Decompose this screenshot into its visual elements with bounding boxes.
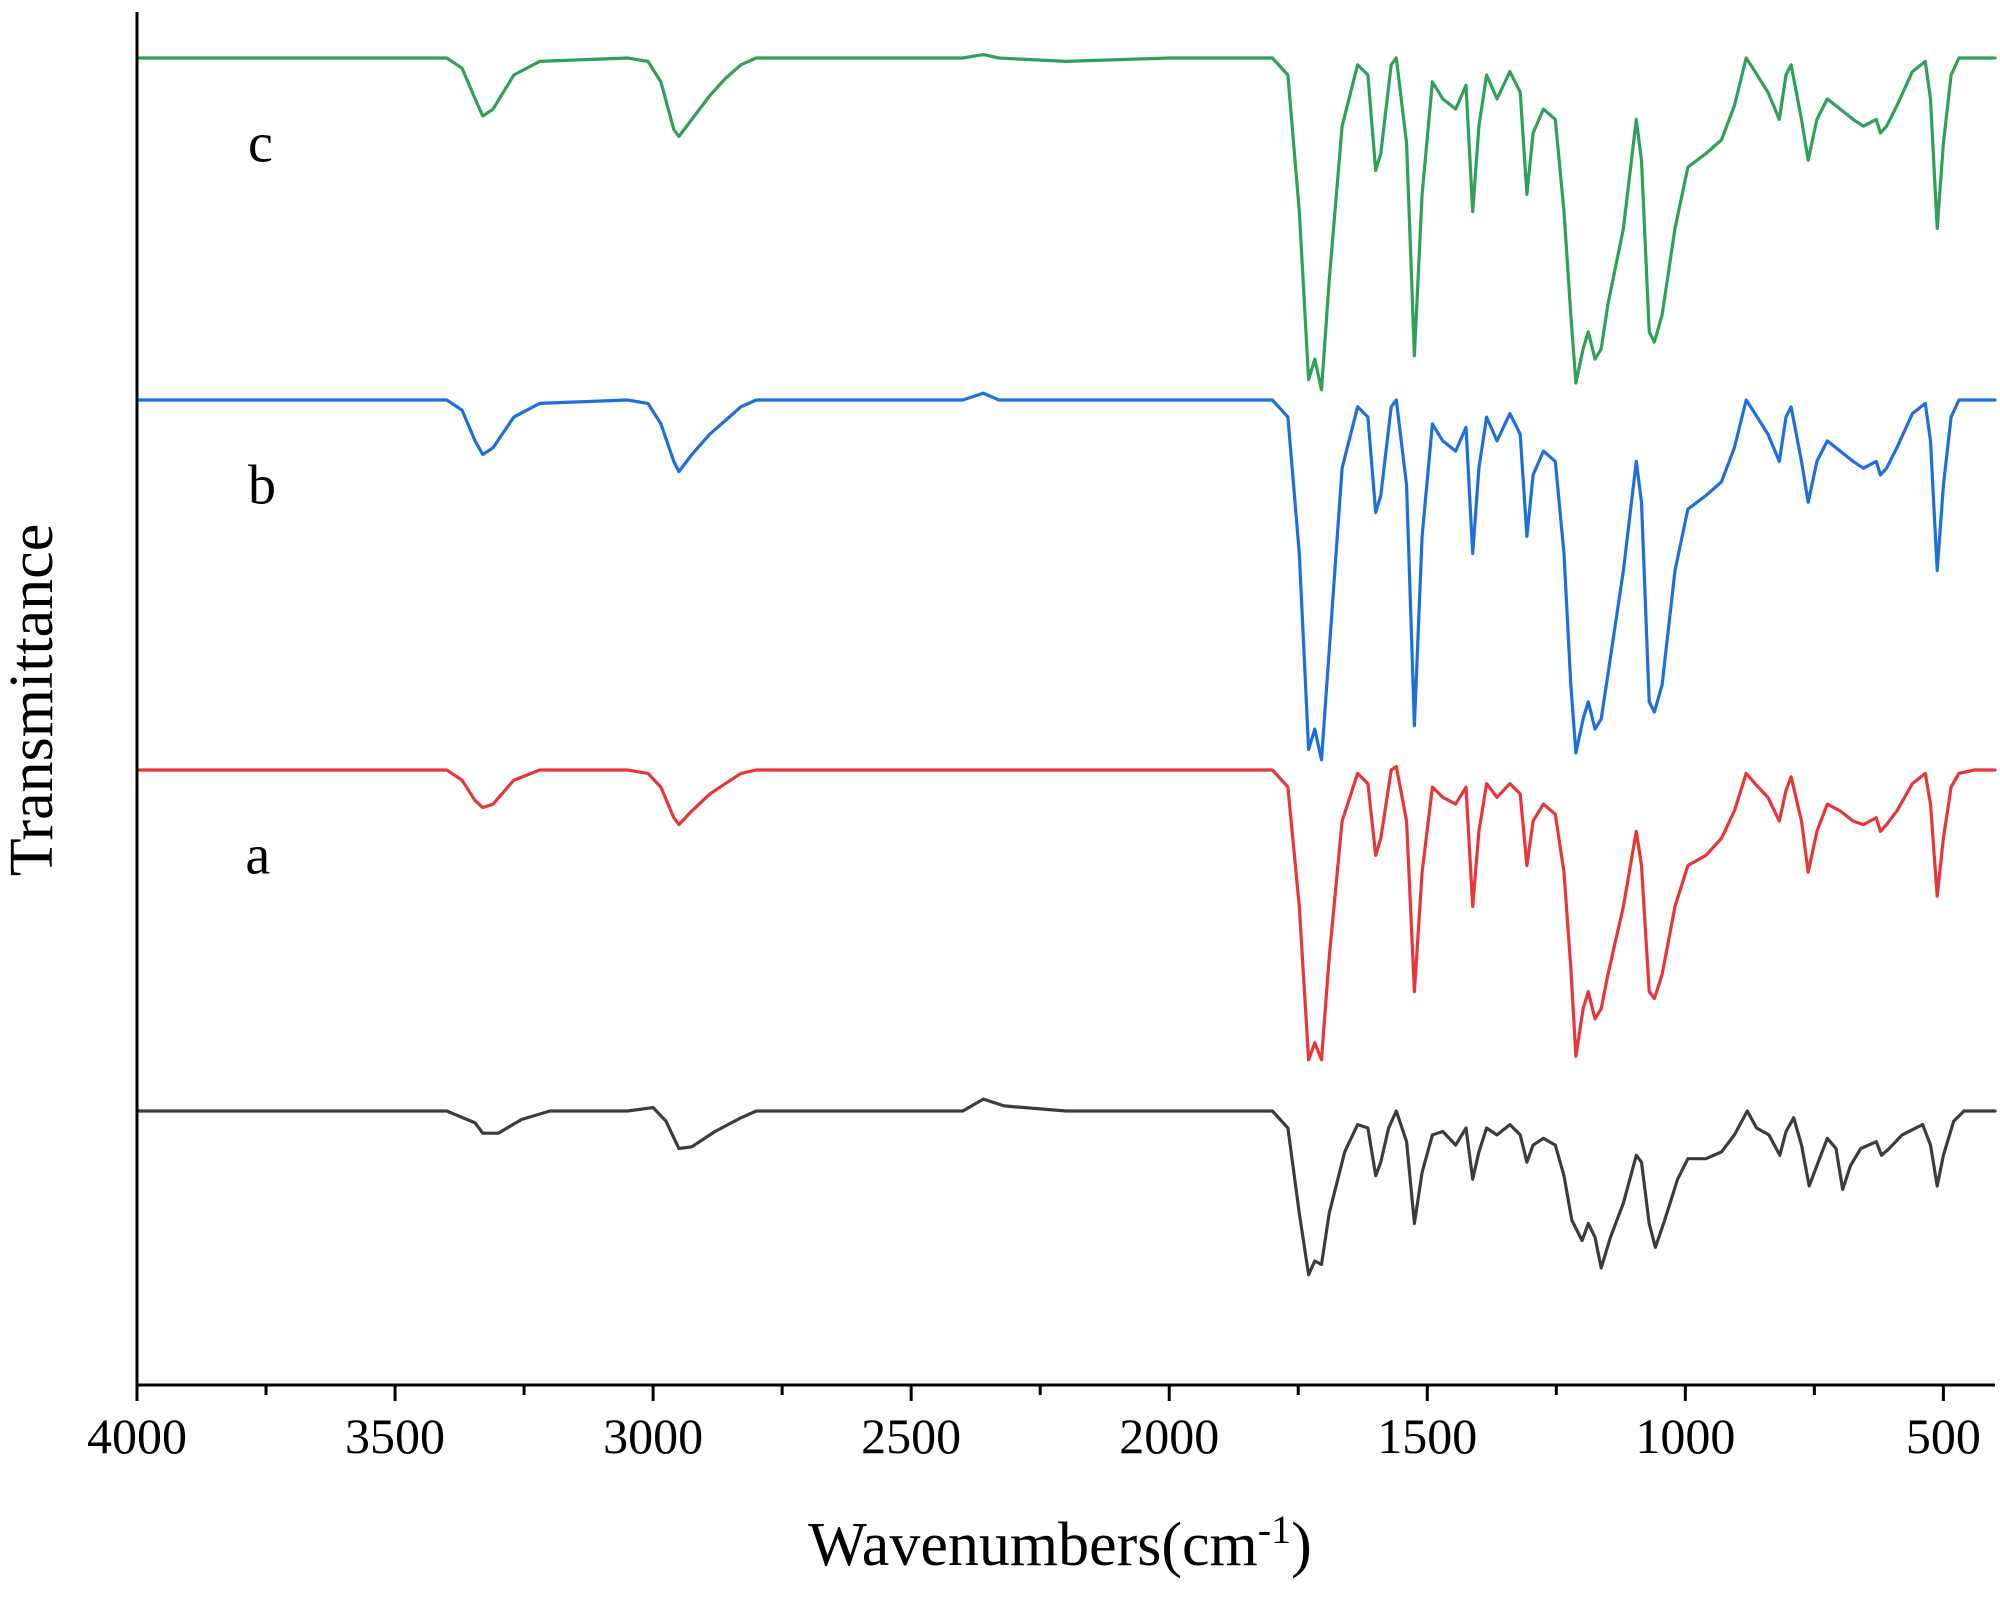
series-label-a: a — [245, 824, 270, 886]
series-line-c — [135, 391, 1997, 762]
series-line-d — [135, 52, 1997, 392]
series-label-b: b — [248, 454, 276, 516]
x-tick-label-2500: 2500 — [861, 1408, 961, 1464]
series-line-b — [135, 764, 1997, 1062]
x-tick-label-500: 500 — [1906, 1408, 1981, 1464]
x-tick-label-1500: 1500 — [1377, 1408, 1477, 1464]
y-axis-title: Transmittance — [0, 524, 66, 876]
x-axis-title-superscript: -1 — [1258, 1507, 1291, 1552]
series-label-c: c — [248, 112, 273, 174]
x-tick-label-1000: 1000 — [1635, 1408, 1735, 1464]
series-layer — [135, 52, 1997, 1277]
series-label-layer: abcd — [245, 112, 276, 886]
series-line-a — [135, 1097, 1997, 1277]
x-tick-label-2000: 2000 — [1119, 1408, 1219, 1464]
x-tick-label-4000: 4000 — [87, 1408, 187, 1464]
plot-frame — [135, 12, 1995, 1387]
x-axis-title-main: Wavenumbers(cm — [808, 1511, 1258, 1579]
x-axis-title: Wavenumbers(cm-1) — [808, 1507, 1311, 1580]
x-tick-label-layer: 4000 3500 3000 2500 2000 1500 1000 500 — [87, 1408, 1981, 1464]
x-tick-layer — [135, 1385, 1945, 1401]
x-axis-title-suffix: ) — [1291, 1511, 1312, 1579]
x-tick-label-3000: 3000 — [603, 1408, 703, 1464]
x-tick-label-3500: 3500 — [345, 1408, 445, 1464]
